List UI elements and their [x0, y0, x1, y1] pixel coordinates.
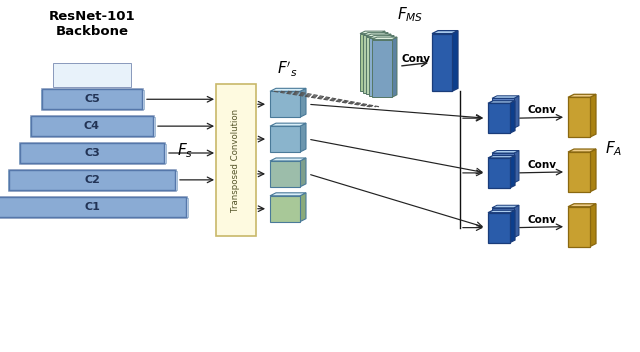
Polygon shape: [510, 101, 515, 133]
Polygon shape: [514, 151, 519, 183]
Polygon shape: [514, 96, 519, 128]
Text: $F'_s$: $F'_s$: [276, 60, 298, 79]
Polygon shape: [389, 36, 394, 96]
Text: $F_s$: $F_s$: [177, 142, 193, 161]
Polygon shape: [369, 36, 394, 38]
Polygon shape: [568, 149, 596, 152]
Text: C4: C4: [84, 121, 100, 131]
FancyBboxPatch shape: [568, 207, 590, 246]
Polygon shape: [488, 210, 515, 213]
FancyBboxPatch shape: [41, 90, 143, 109]
FancyBboxPatch shape: [19, 144, 166, 163]
FancyBboxPatch shape: [568, 97, 590, 137]
FancyBboxPatch shape: [492, 153, 514, 183]
Polygon shape: [300, 123, 306, 152]
Polygon shape: [590, 204, 596, 246]
Polygon shape: [300, 193, 306, 222]
FancyBboxPatch shape: [40, 90, 143, 109]
Text: $F_{MS}$: $F_{MS}$: [397, 5, 423, 24]
FancyBboxPatch shape: [31, 116, 153, 136]
FancyBboxPatch shape: [53, 63, 131, 87]
FancyBboxPatch shape: [216, 84, 256, 235]
FancyBboxPatch shape: [568, 152, 590, 192]
Polygon shape: [270, 123, 306, 126]
FancyBboxPatch shape: [8, 169, 176, 191]
Text: Conv: Conv: [527, 105, 556, 115]
Polygon shape: [366, 34, 391, 37]
Polygon shape: [363, 33, 388, 35]
FancyBboxPatch shape: [0, 196, 187, 218]
FancyBboxPatch shape: [0, 198, 188, 217]
FancyBboxPatch shape: [360, 33, 380, 91]
FancyBboxPatch shape: [20, 143, 164, 163]
Polygon shape: [568, 94, 596, 97]
FancyBboxPatch shape: [9, 170, 175, 190]
Polygon shape: [510, 210, 515, 243]
FancyBboxPatch shape: [31, 116, 153, 136]
FancyBboxPatch shape: [488, 103, 510, 133]
Text: $F_A$: $F_A$: [605, 140, 623, 158]
FancyBboxPatch shape: [488, 213, 510, 243]
Polygon shape: [386, 34, 391, 94]
Polygon shape: [270, 88, 306, 91]
Text: C5: C5: [84, 94, 100, 104]
FancyBboxPatch shape: [19, 144, 164, 163]
Text: ResNet-101
Backbone: ResNet-101 Backbone: [49, 10, 135, 38]
Polygon shape: [514, 205, 519, 238]
FancyBboxPatch shape: [270, 91, 300, 117]
Polygon shape: [300, 88, 306, 117]
FancyBboxPatch shape: [363, 35, 383, 93]
FancyBboxPatch shape: [432, 33, 452, 91]
Polygon shape: [510, 156, 515, 188]
FancyBboxPatch shape: [29, 117, 154, 136]
FancyBboxPatch shape: [369, 38, 389, 96]
Polygon shape: [300, 158, 306, 187]
FancyBboxPatch shape: [372, 39, 392, 97]
Polygon shape: [360, 31, 385, 33]
FancyBboxPatch shape: [0, 197, 186, 217]
Polygon shape: [492, 205, 519, 208]
FancyBboxPatch shape: [366, 37, 386, 94]
FancyBboxPatch shape: [42, 89, 142, 109]
FancyBboxPatch shape: [8, 170, 176, 190]
FancyBboxPatch shape: [270, 161, 300, 187]
FancyBboxPatch shape: [42, 89, 142, 109]
Text: Transposed Convolution: Transposed Convolution: [232, 108, 241, 212]
Text: Conv: Conv: [527, 160, 556, 170]
FancyBboxPatch shape: [30, 115, 154, 137]
Polygon shape: [488, 101, 515, 103]
Polygon shape: [432, 31, 458, 33]
FancyBboxPatch shape: [270, 126, 300, 152]
FancyBboxPatch shape: [9, 170, 175, 190]
Text: C3: C3: [84, 148, 100, 158]
FancyBboxPatch shape: [30, 117, 154, 136]
Polygon shape: [380, 31, 385, 91]
FancyBboxPatch shape: [0, 197, 187, 217]
Polygon shape: [270, 158, 306, 161]
FancyBboxPatch shape: [492, 98, 514, 128]
FancyBboxPatch shape: [492, 208, 514, 238]
Polygon shape: [590, 94, 596, 137]
FancyBboxPatch shape: [0, 197, 186, 217]
Polygon shape: [492, 151, 519, 153]
Polygon shape: [270, 193, 306, 196]
Polygon shape: [568, 204, 596, 207]
Text: C2: C2: [84, 175, 100, 185]
FancyBboxPatch shape: [19, 142, 165, 164]
Polygon shape: [452, 31, 458, 91]
Polygon shape: [590, 149, 596, 192]
Polygon shape: [488, 156, 515, 158]
Text: Conv: Conv: [527, 215, 556, 225]
Polygon shape: [492, 96, 519, 98]
FancyBboxPatch shape: [41, 88, 143, 110]
FancyBboxPatch shape: [8, 171, 177, 190]
Text: Conv: Conv: [401, 54, 430, 64]
Polygon shape: [392, 37, 397, 97]
Text: C1: C1: [84, 202, 100, 212]
FancyBboxPatch shape: [20, 143, 164, 163]
Polygon shape: [383, 33, 388, 93]
FancyBboxPatch shape: [488, 158, 510, 188]
FancyBboxPatch shape: [270, 196, 300, 222]
Polygon shape: [372, 37, 397, 39]
